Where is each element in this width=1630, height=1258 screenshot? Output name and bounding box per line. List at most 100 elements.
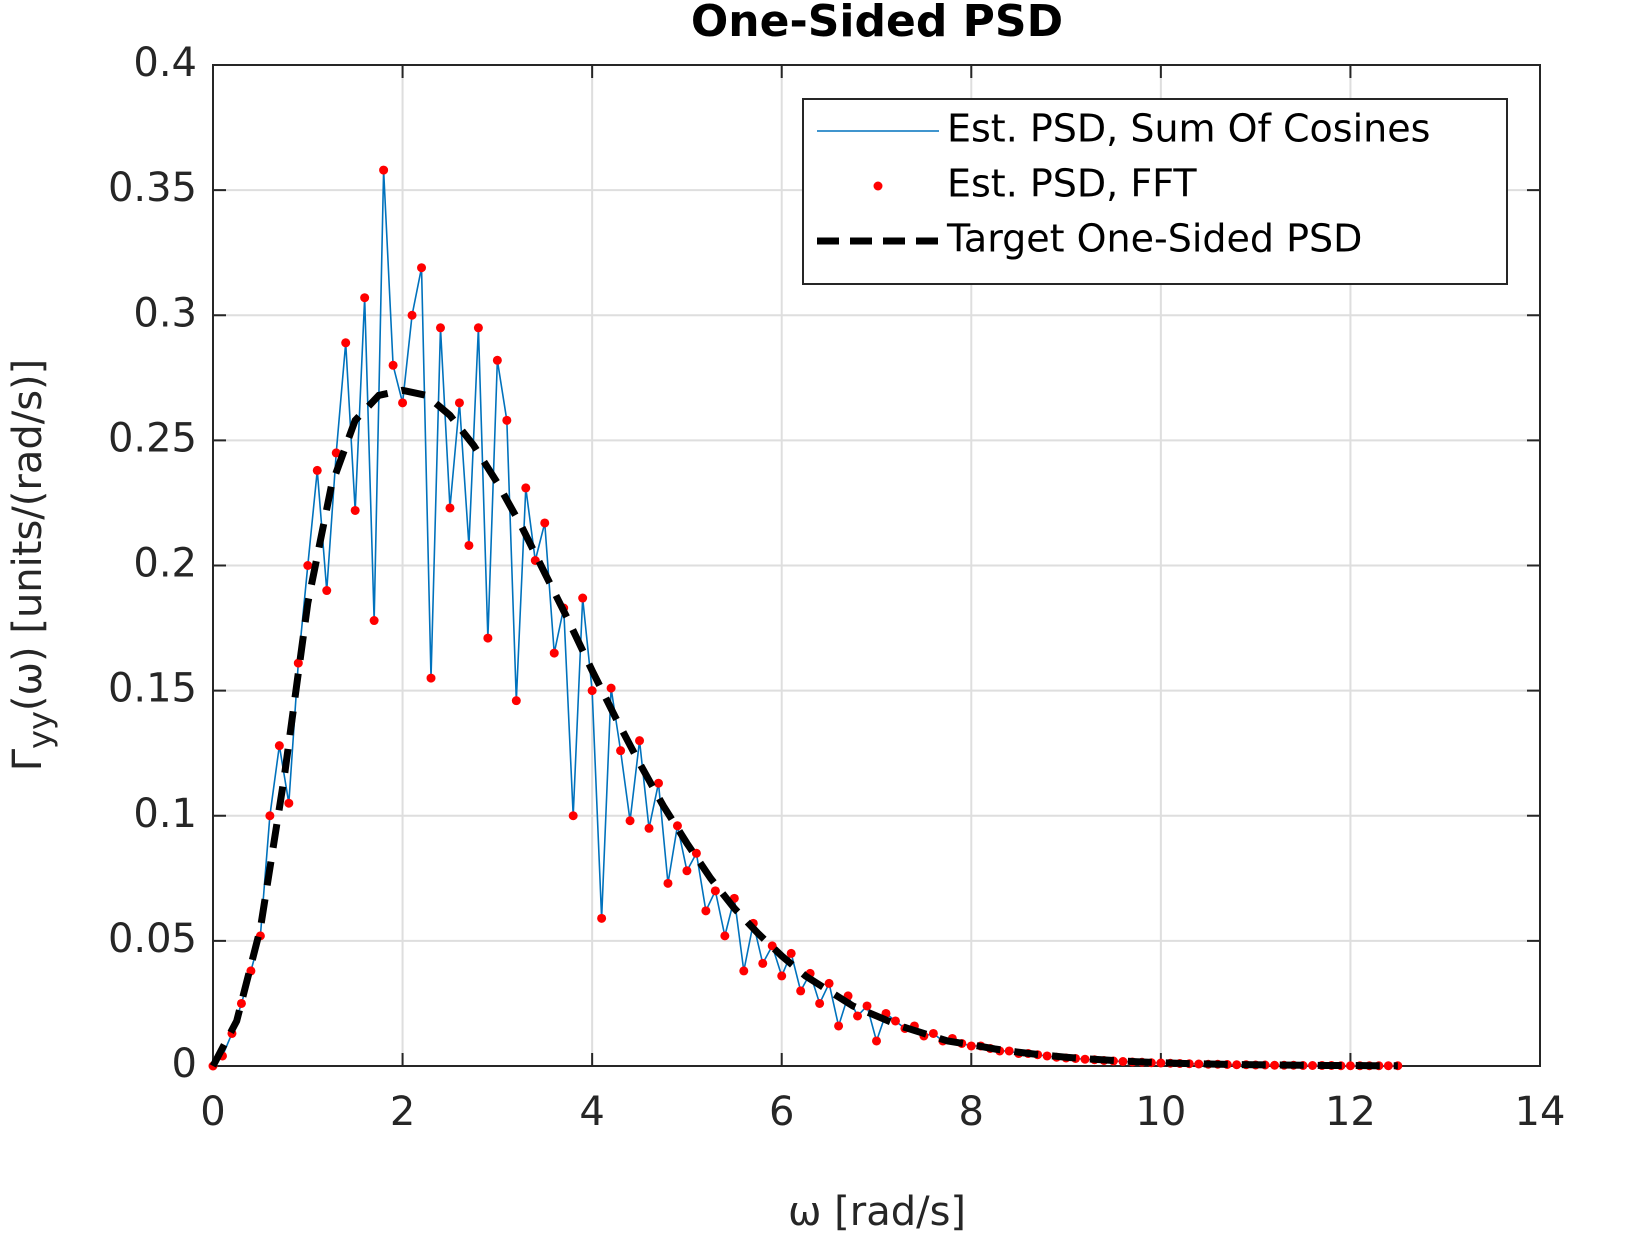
data-point [890, 1016, 900, 1026]
legend-label: Est. PSD, Sum Of Cosines [947, 107, 1430, 151]
x-tick-label: 4 [579, 1089, 604, 1135]
legend-marker [873, 181, 883, 191]
data-point [824, 978, 834, 988]
data-point [635, 736, 645, 746]
legend: Est. PSD, Sum Of Cosines Est. PSD, FFT Tar… [802, 98, 1508, 285]
data-point [862, 1001, 872, 1011]
x-tick-label: 2 [390, 1089, 415, 1135]
data-point [834, 1021, 844, 1031]
target-line [209, 386, 1398, 1070]
legend-label: Target One-Sided PSD [946, 217, 1362, 261]
data-point [1042, 1051, 1052, 1061]
data-point [1080, 1054, 1090, 1064]
legend-label: Est. PSD, FFT [947, 162, 1197, 206]
data-point [616, 746, 626, 756]
data-point [1232, 1060, 1242, 1070]
y-tick-label: 0 [172, 1041, 197, 1087]
y-tick-label: 0.2 [133, 541, 197, 587]
data-point [426, 673, 436, 683]
data-point [1383, 1061, 1393, 1071]
data-point [511, 696, 521, 706]
y-tick-label: 0.25 [108, 415, 197, 461]
data-point [417, 263, 427, 273]
data-point [739, 966, 749, 976]
y-label-subscript: yy [21, 711, 59, 749]
data-point [767, 941, 777, 951]
data-point [379, 165, 389, 175]
data-point [398, 398, 408, 408]
data-point [549, 648, 559, 658]
data-point [293, 658, 303, 668]
plot-frame [212, 64, 1541, 1067]
data-point [1270, 1060, 1280, 1070]
data-point [388, 360, 398, 370]
data-point [435, 323, 445, 333]
y-tick-label: 0.4 [133, 40, 197, 86]
y-tick-label: 0.3 [133, 290, 197, 336]
data-point [341, 338, 351, 348]
data-point [701, 906, 711, 916]
y-label-symbol: Γ [5, 748, 51, 771]
x-tick-label: 10 [1135, 1089, 1186, 1135]
data-point [1308, 1060, 1318, 1070]
data-point [1194, 1059, 1204, 1069]
data-point [1345, 1061, 1355, 1071]
data-point [663, 878, 673, 888]
data-point [265, 811, 275, 821]
x-tick-label: 12 [1325, 1089, 1376, 1135]
x-axis-label: ω [rad/s] [788, 1189, 966, 1235]
data-point [720, 931, 730, 941]
data-point [587, 686, 597, 696]
chart-title: One-Sided PSD [691, 0, 1063, 47]
y-axis-label: Γyy(ω) [units/(rad/s)] [5, 359, 59, 772]
y-label-rest: (ω) [units/(rad/s)] [5, 359, 51, 711]
data-point [682, 866, 692, 876]
data-point [445, 503, 455, 513]
y-tick-label: 0.1 [133, 791, 197, 837]
data-point [625, 816, 635, 826]
data-point [473, 323, 483, 333]
data-point [853, 1011, 863, 1021]
x-tick-label: 14 [1515, 1089, 1566, 1135]
data-point [540, 518, 550, 528]
data-point [521, 483, 531, 493]
x-tick-label: 0 [200, 1089, 225, 1135]
data-point [1156, 1058, 1166, 1068]
legend-box [802, 98, 1508, 285]
data-point [369, 616, 379, 626]
data-point [407, 310, 417, 320]
data-point [578, 593, 588, 603]
data-point [928, 1028, 938, 1038]
data-point [350, 505, 360, 515]
data-point [483, 633, 493, 643]
data-point [777, 971, 787, 981]
data-point [758, 958, 768, 968]
data-point [653, 778, 663, 788]
data-point [606, 683, 616, 693]
data-point [322, 586, 332, 596]
data-point [464, 540, 474, 550]
data-point [274, 741, 284, 751]
data-point [691, 848, 701, 858]
data-point [710, 886, 720, 896]
y-tick-label: 0.05 [108, 916, 197, 962]
data-point [454, 398, 464, 408]
y-tick-label: 0.15 [108, 666, 197, 712]
data-point [568, 811, 578, 821]
data-point [492, 355, 502, 365]
data-point [597, 913, 607, 923]
data-point [502, 415, 512, 425]
data-point [284, 798, 294, 808]
data-point [672, 821, 682, 831]
data-point [796, 986, 806, 996]
data-point [1118, 1056, 1128, 1066]
data-point [1004, 1046, 1014, 1056]
data-line [212, 170, 1398, 1067]
x-tick-label: 6 [769, 1089, 794, 1135]
data-point [236, 998, 246, 1008]
data-point [815, 998, 825, 1008]
data-point [966, 1041, 976, 1051]
data-point [644, 823, 654, 833]
